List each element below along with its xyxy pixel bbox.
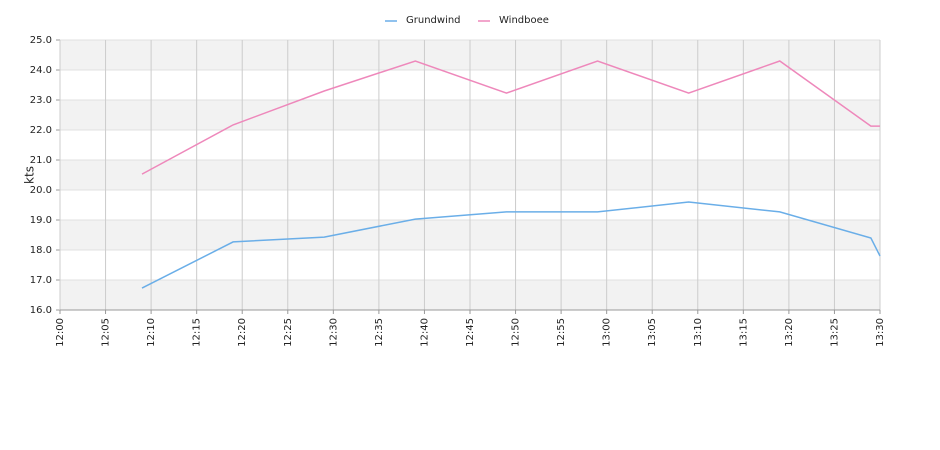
series-line bbox=[141, 60, 880, 175]
x-tick-label: 13:20 bbox=[784, 318, 795, 347]
x-tick-label: 13:30 bbox=[875, 318, 886, 347]
x-tick-label: 12:40 bbox=[419, 318, 430, 347]
legend-label: Windboee bbox=[499, 15, 549, 26]
x-tick-label: 12:00 bbox=[55, 318, 66, 347]
x-tick-label: 12:55 bbox=[556, 318, 567, 347]
x-tick-label: 12:30 bbox=[328, 318, 339, 347]
x-tick-label: 12:20 bbox=[237, 318, 248, 347]
y-tick-label: 17.0 bbox=[30, 275, 52, 286]
x-tick-label: 12:25 bbox=[283, 318, 294, 347]
y-tick-label: 20.0 bbox=[30, 185, 52, 196]
legend-item: Grundwind bbox=[385, 15, 461, 26]
y-tick-label: 16.0 bbox=[30, 305, 52, 316]
y-tick-label: 25.0 bbox=[30, 35, 52, 46]
x-tick-label: 12:45 bbox=[465, 318, 476, 347]
y-tick-label: 24.0 bbox=[30, 65, 52, 76]
x-tick-label: 13:05 bbox=[647, 318, 658, 347]
x-tick-label: 12:05 bbox=[101, 318, 112, 347]
x-tick-label: 13:10 bbox=[693, 318, 704, 347]
series-line bbox=[141, 201, 881, 289]
x-tick-label: 12:10 bbox=[146, 318, 157, 347]
y-tick-label: 22.0 bbox=[30, 125, 52, 136]
x-tick-label: 12:50 bbox=[511, 318, 522, 347]
x-tick-label: 12:35 bbox=[374, 318, 385, 347]
x-tick-label: 13:25 bbox=[829, 318, 840, 347]
y-tick-label: 23.0 bbox=[30, 95, 52, 106]
y-axis-label: kts bbox=[23, 166, 37, 184]
legend-item: Windboee bbox=[478, 15, 549, 26]
y-tick-label: 21.0 bbox=[30, 155, 52, 166]
x-tick-label: 13:15 bbox=[738, 318, 749, 347]
y-tick-label: 18.0 bbox=[30, 245, 52, 256]
x-tick-label: 13:00 bbox=[602, 318, 613, 347]
x-tick-label: 12:15 bbox=[192, 318, 203, 347]
y-tick-label: 19.0 bbox=[30, 215, 52, 226]
legend-label: Grundwind bbox=[406, 15, 461, 26]
